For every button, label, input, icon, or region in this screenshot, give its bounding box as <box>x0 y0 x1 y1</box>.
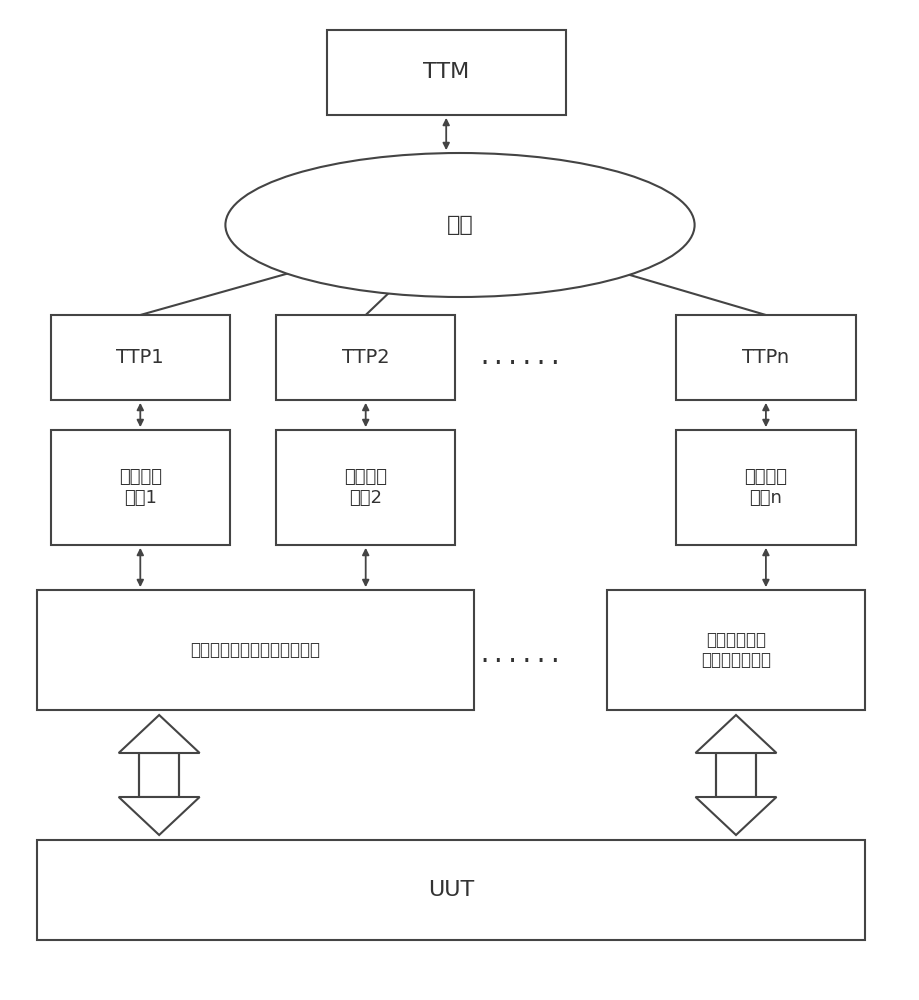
Text: TTM: TTM <box>423 62 469 83</box>
Bar <box>37 590 473 710</box>
Ellipse shape <box>225 153 694 297</box>
Bar <box>37 840 864 940</box>
Bar <box>276 315 455 400</box>
Text: 信号切换矩阵
及数据交换设备: 信号切换矩阵 及数据交换设备 <box>700 631 770 669</box>
Bar <box>607 590 864 710</box>
Text: 采集驱动
设备1: 采集驱动 设备1 <box>119 468 162 507</box>
Bar <box>139 753 179 797</box>
Polygon shape <box>695 715 776 753</box>
Bar <box>675 315 855 400</box>
Polygon shape <box>119 715 199 753</box>
Bar <box>51 315 230 400</box>
Text: 网络: 网络 <box>446 215 473 235</box>
Text: 采集驱动
设备n: 采集驱动 设备n <box>743 468 787 507</box>
Bar <box>276 430 455 545</box>
Bar <box>675 430 855 545</box>
Bar <box>715 753 755 797</box>
Polygon shape <box>695 797 776 835</box>
Text: TTP2: TTP2 <box>342 348 389 367</box>
Text: TTP1: TTP1 <box>117 348 164 367</box>
Polygon shape <box>119 797 199 835</box>
Text: TTPn: TTPn <box>742 348 789 367</box>
Bar <box>51 430 230 545</box>
Text: ......: ...... <box>477 643 562 667</box>
Text: ......: ...... <box>477 345 562 369</box>
Bar <box>326 30 565 115</box>
Text: UUT: UUT <box>427 880 473 900</box>
Text: 信号切换矩阵及数据交换设备: 信号切换矩阵及数据交换设备 <box>190 641 320 659</box>
Text: 采集驱动
设备2: 采集驱动 设备2 <box>344 468 387 507</box>
